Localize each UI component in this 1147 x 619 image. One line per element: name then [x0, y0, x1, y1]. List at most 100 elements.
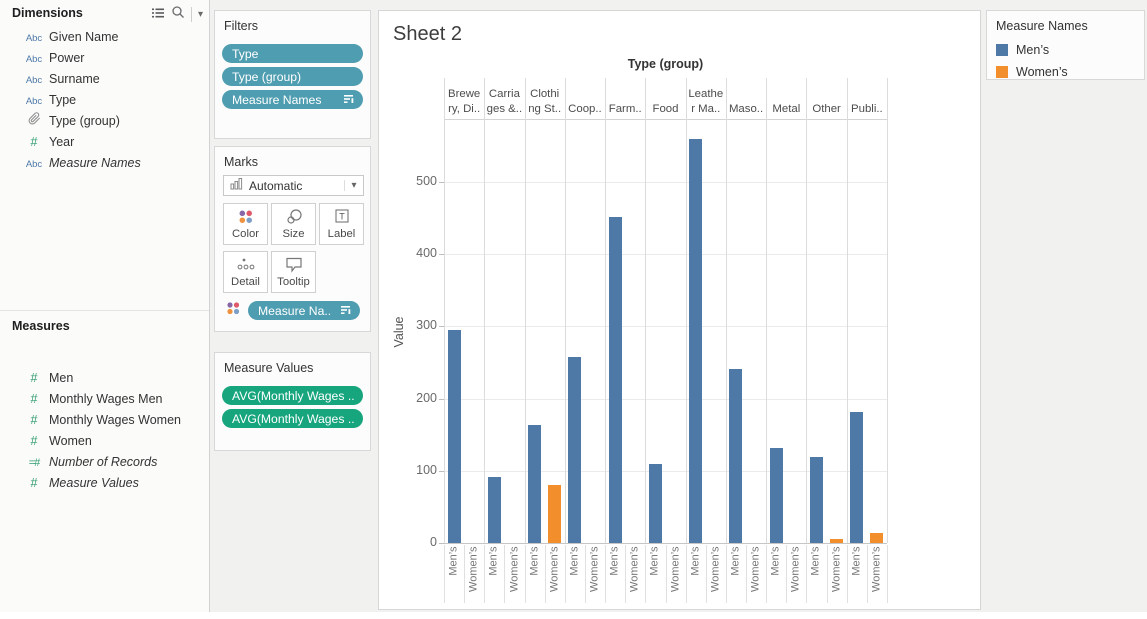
column-field-label[interactable]: Type (group) — [627, 57, 704, 71]
field-item[interactable]: Abc Power — [0, 47, 209, 68]
search-icon[interactable] — [171, 5, 185, 24]
bar-mens[interactable] — [528, 425, 542, 543]
mark-button-label: Size — [282, 228, 305, 240]
filter-pill[interactable]: Type (group) — [222, 67, 363, 86]
bar-mens[interactable] — [729, 368, 743, 543]
filters-pills: Type Type (group) Measure Names — [215, 40, 370, 109]
detail-button[interactable]: Detail — [223, 251, 268, 293]
field-item[interactable]: Abc Measure Names — [0, 152, 209, 173]
measures-list: # Men # Monthly Wages Men # Monthly Wages Wom… — [0, 367, 209, 493]
measure-value-pill[interactable]: AVG(Monthly Wages .. — [222, 386, 363, 405]
filter-pill[interactable]: Measure Names — [222, 90, 363, 109]
filter-pill[interactable]: Type — [222, 44, 363, 63]
label-icon: T — [320, 204, 363, 228]
measure-names-pill[interactable]: Measure Na.. — [248, 301, 360, 320]
tooltip-button[interactable]: Tooltip — [271, 251, 316, 293]
hash-icon: # — [30, 433, 38, 448]
axis-tick — [439, 254, 444, 256]
label-area-separator — [605, 545, 607, 603]
pill-label: AVG(Monthly Wages .. — [232, 411, 355, 426]
category-header[interactable]: Leathe r Ma.. — [688, 88, 724, 115]
label-area-separator — [484, 545, 486, 603]
view-data-grid-icon[interactable] — [151, 6, 165, 24]
sublabel-separator — [746, 545, 748, 603]
label-button[interactable]: T Label — [319, 203, 364, 245]
legend-item[interactable]: Women’s — [987, 61, 1144, 83]
field-item[interactable]: # Men — [0, 367, 209, 388]
mark-button-label: Color — [232, 228, 259, 240]
category-header[interactable]: Farm.. — [608, 103, 642, 115]
window-bottom-strip — [0, 612, 1147, 619]
x-sublabel: Men’s — [487, 546, 500, 576]
legend-label: Women’s — [1016, 65, 1068, 79]
field-label: Measure Names — [49, 155, 141, 170]
x-sublabel: Men’s — [608, 546, 621, 576]
sheet-title[interactable]: Sheet 2 — [393, 23, 462, 45]
color-button[interactable]: Color — [223, 203, 268, 245]
legend-item[interactable]: Men’s — [987, 39, 1144, 61]
label-area-separator — [564, 545, 566, 603]
bar-mens[interactable] — [689, 138, 703, 543]
size-button[interactable]: Size — [271, 203, 316, 245]
bar-mens[interactable] — [648, 464, 662, 543]
field-item[interactable]: =# Number of Records — [0, 451, 209, 472]
caret-down-icon: ▾ — [344, 180, 363, 191]
caret-down-icon[interactable]: ▾ — [197, 8, 203, 20]
y-tick-label: 300 — [416, 318, 437, 333]
hash-equals-icon: =# — [28, 456, 41, 469]
category-header[interactable]: Food — [652, 103, 679, 115]
mark-type-dropdown[interactable]: Automatic ▾ — [223, 175, 364, 196]
field-label: Monthly Wages Women — [49, 412, 181, 427]
field-item[interactable]: Type (group) — [0, 110, 209, 131]
bar-womens[interactable] — [870, 532, 884, 543]
category-header[interactable]: Metal — [772, 103, 801, 115]
bar-mens[interactable] — [568, 357, 582, 543]
x-sublabel: Men’s — [447, 546, 460, 576]
field-item[interactable]: Abc Given Name — [0, 26, 209, 47]
filters-card: Filters Type Type (group) Measure Names — [214, 10, 371, 139]
label-area-separator — [846, 545, 848, 603]
bar-womens[interactable] — [548, 485, 562, 543]
measure-value-pill[interactable]: AVG(Monthly Wages .. — [222, 409, 363, 428]
category-separator — [685, 78, 687, 543]
mark-button-label: Detail — [231, 276, 260, 288]
dimensions-header-icons: ▾ — [151, 5, 203, 24]
field-item[interactable]: # Year — [0, 131, 209, 152]
x-sublabel: Women’s — [870, 546, 883, 592]
field-item[interactable]: Abc Surname — [0, 68, 209, 89]
category-header[interactable]: Clothi ng St.. — [528, 88, 562, 115]
category-header[interactable]: Coop.. — [568, 103, 602, 115]
category-header[interactable]: Maso.. — [728, 103, 764, 115]
header-rule — [444, 119, 887, 120]
category-header[interactable]: Carria ges &.. — [486, 88, 523, 115]
y-tick-label: 100 — [416, 462, 437, 477]
field-item[interactable]: # Women — [0, 430, 209, 451]
axis-tick — [439, 398, 444, 400]
category-header[interactable]: Other — [812, 103, 841, 115]
x-sublabel: Men’s — [809, 546, 822, 576]
bar-mens[interactable] — [809, 457, 823, 543]
field-item[interactable]: Abc Type — [0, 89, 209, 110]
category-header[interactable]: Publi.. — [851, 103, 883, 115]
y-tick-label: 400 — [416, 246, 437, 261]
field-label: Women — [49, 433, 92, 448]
bar-mens[interactable] — [608, 216, 622, 543]
legend-title: Measure Names — [996, 19, 1088, 33]
sublabel-separator — [705, 545, 707, 603]
category-separator — [484, 78, 486, 543]
bar-womens[interactable] — [829, 539, 843, 543]
bar-mens[interactable] — [850, 412, 864, 543]
field-item[interactable]: # Monthly Wages Women — [0, 409, 209, 430]
field-item[interactable]: # Measure Values — [0, 472, 209, 493]
bar-mens[interactable] — [769, 448, 783, 543]
bar-mens[interactable] — [447, 329, 461, 543]
category-header[interactable]: Brewe ry, Di.. — [447, 88, 481, 115]
bar-chart-icon — [230, 177, 243, 195]
hash-icon: # — [30, 475, 38, 490]
mark-button-label: Label — [327, 228, 356, 240]
hash-icon: # — [30, 134, 38, 149]
filters-title: Filters — [224, 19, 259, 33]
field-item[interactable]: # Monthly Wages Men — [0, 388, 209, 409]
bar-mens[interactable] — [487, 476, 501, 543]
measures-title: Measures — [12, 319, 70, 333]
